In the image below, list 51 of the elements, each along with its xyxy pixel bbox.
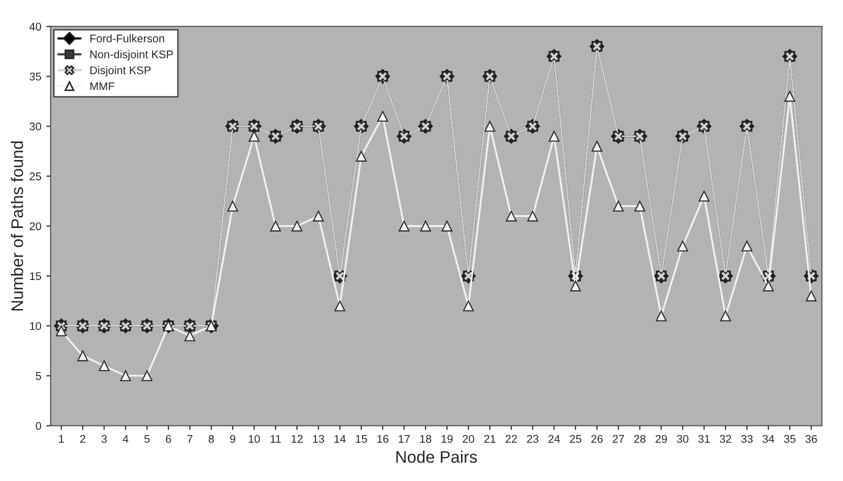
x-tick-label: 16 xyxy=(377,435,388,443)
x-tick-label: 9 xyxy=(230,435,236,443)
x-tick-label: 11 xyxy=(270,435,281,443)
x-tick-label: 21 xyxy=(484,435,496,443)
x-tick-label: 27 xyxy=(612,435,624,443)
x-tick-label: 29 xyxy=(656,435,667,443)
legend-label: Disjoint KSP xyxy=(90,66,151,76)
y-tick-label: 20 xyxy=(30,222,42,230)
x-tick-label: 2 xyxy=(80,435,86,443)
x-tick-label: 7 xyxy=(187,435,192,443)
y-tick-label: 40 xyxy=(29,22,42,31)
x-tick-label: 36 xyxy=(805,435,817,443)
y-tick-label: 10 xyxy=(30,322,42,330)
x-tick-label: 33 xyxy=(741,435,753,443)
x-tick-label: 24 xyxy=(548,435,560,443)
x-tick-label: 23 xyxy=(527,435,538,443)
y-axis-title: Number of Paths found xyxy=(10,141,24,310)
x-tick-label: 18 xyxy=(420,435,432,443)
x-tick-label: 4 xyxy=(122,435,128,443)
x-tick-label: 22 xyxy=(506,435,517,443)
y-tick-label: 35 xyxy=(30,72,42,80)
x-tick-label: 31 xyxy=(698,435,710,443)
y-tick-label: 5 xyxy=(36,372,42,380)
x-tick-label: 6 xyxy=(166,435,172,443)
x-tick-label: 34 xyxy=(762,435,774,443)
legend-label: Non-disjoint KSP xyxy=(90,50,173,61)
x-tick-label: 30 xyxy=(676,435,688,443)
legend-label: MMF xyxy=(90,82,114,90)
x-tick-label: 20 xyxy=(462,435,474,443)
x-tick-label: 14 xyxy=(334,435,346,443)
x-tick-label: 5 xyxy=(144,435,150,443)
x-axis-title: Node Pairs xyxy=(396,450,477,463)
y-tick-label: 15 xyxy=(30,272,42,280)
x-tick-label: 1 xyxy=(59,435,64,443)
y-tick-label: 25 xyxy=(30,172,42,180)
x-tick-label: 17 xyxy=(398,435,410,443)
legend-label: Ford-Fulkerson xyxy=(90,34,164,42)
x-tick-label: 32 xyxy=(720,435,732,443)
x-tick-label: 8 xyxy=(208,435,214,443)
y-tick-label: 30 xyxy=(30,122,42,130)
x-tick-label: 15 xyxy=(356,435,367,443)
x-tick-label: 3 xyxy=(101,435,107,443)
x-tick-label: 19 xyxy=(442,435,453,443)
x-tick-label: 10 xyxy=(248,435,260,443)
y-tick-label: 0 xyxy=(36,422,42,430)
x-tick-label: 28 xyxy=(634,435,646,443)
x-tick-label: 12 xyxy=(292,435,303,443)
x-tick-label: 26 xyxy=(591,435,603,443)
x-tick-label: 35 xyxy=(784,435,796,443)
x-tick-label: 13 xyxy=(313,435,324,443)
x-tick-label: 25 xyxy=(570,435,582,443)
